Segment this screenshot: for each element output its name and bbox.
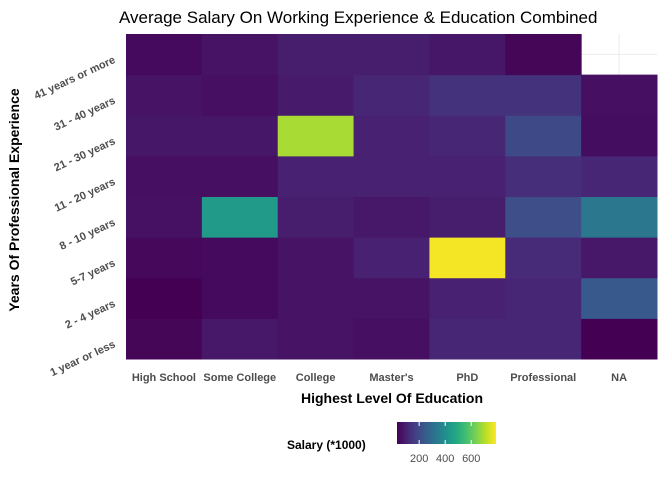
legend-tick-label: 200: [410, 453, 428, 465]
heatmap-cell: [429, 115, 506, 157]
heatmap-cell: [201, 74, 279, 116]
heatmap-cell: [353, 196, 430, 238]
heatmap-cell: [429, 155, 506, 197]
heatmap-cell: [505, 277, 582, 319]
y-tick-label: 8 - 10 years: [58, 217, 117, 253]
heatmap-cell: [201, 318, 279, 360]
heatmap-cell: [581, 277, 658, 319]
heatmap-cell: [277, 196, 355, 238]
legend-tick-label: 400: [436, 453, 454, 465]
y-tick-label: 21 - 30 years: [52, 135, 117, 174]
y-axis-title: Years Of Professional Experience: [6, 88, 22, 312]
y-tick-label: 11 - 20 years: [53, 176, 117, 215]
heatmap-cell: [277, 318, 355, 360]
heatmap-cell: [429, 196, 506, 238]
heatmap-cell: [581, 74, 658, 116]
heatmap-cell: [277, 115, 355, 157]
heatmap-cell: [581, 237, 658, 279]
heatmap-cell: [126, 34, 203, 76]
heatmap-cell: [277, 277, 355, 319]
heatmap-cell: [581, 155, 658, 197]
x-tick-labels: High School Some College College Master's Ph…: [132, 372, 627, 384]
y-tick-label: 1 year or less: [48, 339, 117, 380]
heatmap-cell: [505, 34, 582, 76]
y-tick-label: 41 years or more: [32, 54, 117, 102]
heatmap-cell: [505, 237, 582, 279]
chart-title: Average Salary On Working Experience & E…: [119, 8, 597, 27]
x-tick-label: Some College: [203, 372, 276, 384]
heatmap-cell: [277, 237, 355, 279]
heatmap-cell: [353, 74, 430, 116]
heatmap-cell: [505, 155, 582, 197]
heatmap-cell: [201, 115, 279, 157]
x-tick-label: Master's: [369, 372, 413, 384]
heatmap-cell: [429, 74, 506, 116]
heatmap-cell: [505, 74, 582, 116]
legend-colorbar: [397, 422, 496, 444]
heatmap-cell: [277, 34, 355, 76]
heatmap-cell: [353, 34, 430, 76]
heatmap-cell: [201, 196, 279, 238]
heatmap-cell: [277, 155, 355, 197]
x-axis-title: Highest Level Of Education: [301, 390, 483, 406]
heatmap-cell: [581, 196, 658, 238]
y-tick-labels: 1 year or less 2 - 4 years 5-7 years 8 - 10…: [32, 54, 117, 379]
heatmap-cell: [201, 237, 279, 279]
heatmap-cell: [126, 277, 203, 319]
heatmap-cell: [201, 155, 279, 197]
heatmap-cell: [126, 196, 203, 238]
heatmap-cell: [126, 74, 203, 116]
heatmap-cell: [353, 115, 430, 157]
x-tick-label: College: [296, 372, 336, 384]
x-tick-label: High School: [132, 372, 196, 384]
heatmap-cell: [126, 155, 203, 197]
heatmap-cell: [126, 237, 203, 279]
x-tick-label: NA: [611, 372, 627, 384]
legend-tick-label: 600: [462, 453, 480, 465]
y-tick-label: 31 - 40 years: [52, 95, 117, 134]
x-tick-label: Professional: [510, 372, 576, 384]
heatmap-cell: [429, 34, 506, 76]
heatmap-cell: [353, 155, 430, 197]
heatmap-cell: [353, 318, 430, 360]
heatmap-cell: [581, 115, 658, 157]
heatmap-cell: [581, 318, 658, 360]
x-tick-label: PhD: [456, 372, 478, 384]
heatmap-cell: [201, 34, 279, 76]
heatmap-cell: [505, 115, 582, 157]
heatmap-cell: [429, 277, 506, 319]
heatmap-cell: [353, 277, 430, 319]
heatmap-cell: [429, 237, 506, 279]
heatmap-cell: [353, 237, 430, 279]
heatmap-cells: [126, 34, 658, 360]
y-tick-label: 5-7 years: [69, 257, 117, 288]
heatmap-cell: [505, 318, 582, 360]
y-tick-label: 2 - 4 years: [63, 298, 117, 332]
heatmap-cell: [429, 318, 506, 360]
heatmap-cell: [201, 277, 279, 319]
heatmap-cell: [126, 115, 203, 157]
heatmap-cell: [277, 74, 355, 116]
legend-title: Salary (*1000): [287, 438, 366, 452]
color-legend: Salary (*1000) 200 400 600: [287, 422, 496, 465]
heatmap-cell: [126, 318, 203, 360]
heatmap-cell: [505, 196, 582, 238]
